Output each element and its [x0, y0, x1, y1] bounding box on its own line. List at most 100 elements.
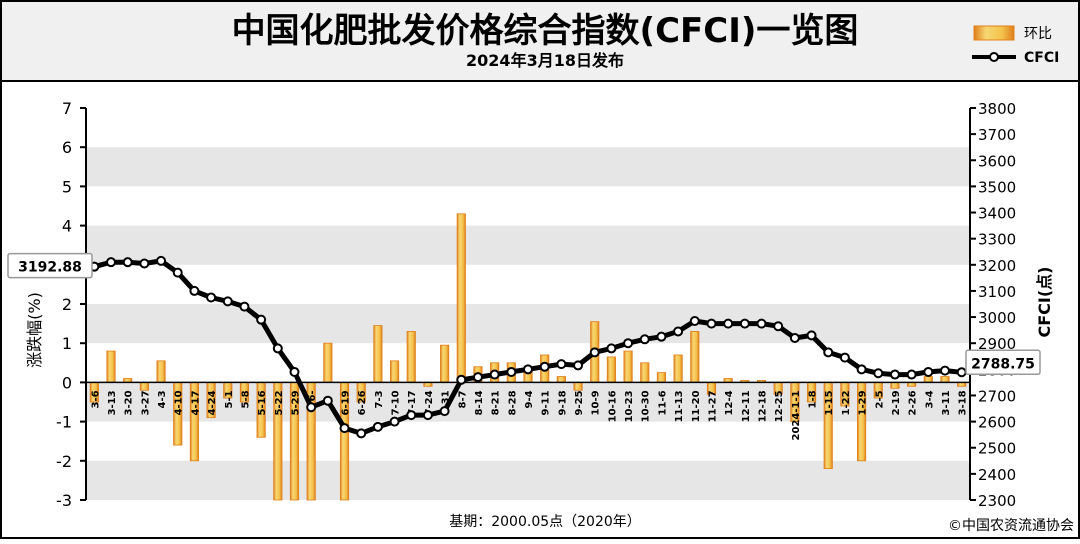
y-left-label: 涨跌幅(%) [25, 292, 44, 368]
x-tick-label: 2-26 [908, 390, 919, 415]
x-tick-label: 11-20 [691, 390, 702, 422]
x-tick-label: 3-27 [140, 390, 151, 415]
y-right-tick-label: 3100 [978, 283, 1016, 301]
cfci-point [756, 318, 767, 329]
y-left-tick-label: 0 [62, 373, 72, 392]
y-right-tick-label: 3300 [978, 231, 1016, 249]
x-tick-label: 5-16 [257, 390, 268, 415]
cfci-point [739, 318, 750, 329]
cfci-point [489, 369, 500, 380]
cfci-point [639, 334, 650, 345]
y-left-tick-label: 2 [62, 295, 72, 314]
cfci-point [239, 301, 250, 312]
cfci-point [306, 402, 317, 413]
x-tick-label: 9-4 [524, 390, 535, 408]
y-right-tick-label: 2500 [978, 440, 1016, 458]
bar [573, 381, 583, 391]
cfci-point [256, 314, 267, 325]
cfci-point [472, 372, 483, 383]
x-tick-label: 3-20 [124, 390, 135, 415]
cfci-point [873, 368, 884, 379]
x-tick-label: 5-22 [274, 390, 285, 415]
cfci-point [689, 315, 700, 326]
bar [656, 372, 667, 383]
y-right-tick-label: 3700 [978, 126, 1016, 144]
legend-bar-label: 环比 [1024, 26, 1052, 42]
cfci-point [823, 347, 834, 358]
bar [923, 376, 933, 383]
bar [606, 356, 616, 383]
cfci-point [456, 374, 467, 385]
cfci-point [156, 255, 167, 266]
cfci-point [923, 366, 934, 377]
legend-line-label: CFCI [1024, 50, 1059, 66]
x-tick-label: 6-26 [357, 390, 368, 415]
cfci-point [839, 352, 850, 363]
x-tick-label: 1-29 [858, 390, 869, 415]
y-left-tick-label: 5 [62, 177, 72, 196]
cfci-point [439, 406, 450, 417]
x-tick-label: 3-4 [924, 390, 935, 408]
cfci-point [706, 318, 717, 329]
cfci-point [106, 257, 117, 268]
x-tick-label: 5-8 [240, 390, 251, 408]
x-tick-label: 1-22 [841, 390, 852, 415]
x-tick-label: 10-16 [607, 390, 618, 422]
x-tick-label: 12-4 [724, 390, 735, 415]
x-tick-label: 5-1 [224, 390, 235, 408]
bar [406, 331, 416, 383]
x-tick-label: 11-27 [707, 390, 718, 422]
x-tick-label: 7-3 [374, 390, 385, 408]
cfci-point [322, 395, 333, 406]
x-tick-label: 10-30 [641, 390, 652, 422]
bar [456, 213, 466, 383]
x-tick-label: 4-10 [174, 390, 185, 415]
x-tick-label: 11-6 [657, 390, 668, 415]
y-right-tick-label: 3000 [978, 309, 1016, 327]
y-left-tick-label: 6 [62, 138, 72, 157]
x-tick-label: 3-6 [90, 390, 101, 408]
legend-line-marker [989, 52, 999, 62]
x-tick-label: 7-31 [441, 390, 452, 415]
y-right-tick-label: 3200 [978, 257, 1016, 275]
x-tick-label: 6- [307, 390, 318, 401]
y-right-tick-label: 2300 [978, 492, 1016, 510]
x-tick-label: 5-29 [290, 390, 301, 415]
callout-end-box [965, 349, 1041, 376]
cfci-point [906, 369, 917, 380]
bar [673, 354, 683, 383]
grid-band [86, 147, 970, 187]
bar [323, 342, 333, 383]
legend: 环比 CFCI [972, 25, 1059, 66]
header-panel [0, 0, 1080, 82]
cfci-point [539, 361, 550, 372]
cfci-point [372, 421, 383, 432]
cfci-point [656, 331, 667, 342]
x-tick-label: 3-13 [107, 390, 118, 415]
cfci-point [523, 364, 533, 375]
y-right-tick-label: 2700 [978, 387, 1016, 405]
x-tick-label: 4-24 [207, 390, 218, 415]
cfci-point [606, 343, 617, 354]
x-tick-label: 8-14 [474, 390, 485, 415]
legend-bar-swatch [973, 25, 1015, 41]
cfci-point [122, 257, 133, 268]
cfci-point [673, 326, 684, 337]
cfci-point [889, 369, 900, 380]
cfci-point [272, 343, 283, 354]
bar [373, 325, 383, 383]
bar [440, 344, 450, 383]
cfci-point [289, 366, 300, 377]
x-tick-label: 4-3 [157, 390, 168, 408]
bar [623, 350, 633, 383]
cfci-point [623, 338, 634, 349]
y-left-tick-label: 4 [62, 217, 72, 236]
cfci-point [339, 423, 350, 434]
x-tick-label: 8-28 [507, 390, 518, 415]
bar [556, 376, 566, 383]
cfci-point [406, 410, 417, 421]
footnote: 基期：2000.05点（2020年） [449, 513, 641, 530]
cfci-point [573, 360, 584, 371]
chart-title: 中国化肥批发价格综合指数(CFCI)一览图 [232, 11, 859, 51]
